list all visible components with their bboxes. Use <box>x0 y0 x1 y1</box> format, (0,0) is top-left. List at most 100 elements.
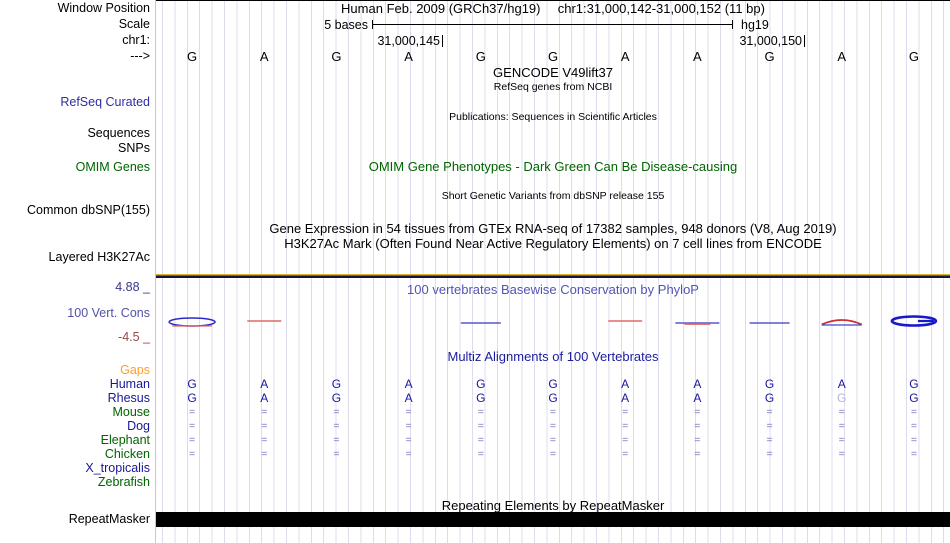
multiz-cell: G <box>331 391 342 405</box>
multiz-cell: A <box>837 377 846 391</box>
multiz-cell: = <box>549 406 557 418</box>
multiz-cell: = <box>549 420 557 432</box>
repeatmasker-element-bar[interactable] <box>156 512 950 527</box>
multiz-cell: = <box>549 434 557 446</box>
multiz-cell: = <box>189 406 196 418</box>
track-label-refseq-curated[interactable]: RefSeq Curated <box>60 95 150 109</box>
track-title-h3k27ac[interactable]: H3K27Ac Mark (Often Found Near Active Re… <box>284 236 822 251</box>
scale-label: Scale <box>118 17 150 31</box>
multiz-cell: = <box>838 406 845 418</box>
conservation-axis-max: 4.88 _ <box>115 280 150 294</box>
reference-base: A <box>259 49 269 64</box>
image-top-border <box>156 0 950 1</box>
track-label-omim-genes[interactable]: OMIM Genes <box>75 160 150 174</box>
track-title-phylop[interactable]: 100 vertebrates Basewise Conservation by… <box>407 282 699 297</box>
multiz-cell: = <box>694 448 701 460</box>
track-title-publications[interactable]: Publications: Sequences in Scientific Ar… <box>449 111 657 123</box>
multiz-cell: A <box>260 391 269 405</box>
reference-base: A <box>620 49 630 64</box>
multiz-cell: = <box>189 420 196 432</box>
left-pink-guideline <box>155 0 156 543</box>
reference-base: G <box>547 49 559 64</box>
multiz-cell: A <box>693 377 702 391</box>
multiz-cell: = <box>477 434 484 446</box>
track-title-refseq[interactable]: RefSeq genes from NCBI <box>493 81 613 93</box>
multiz-species-label-x_tropicalis[interactable]: X_tropicalis <box>85 461 150 475</box>
multiz-cell: = <box>333 434 340 446</box>
multiz-cell: = <box>694 406 701 418</box>
track-title-omim[interactable]: OMIM Gene Phenotypes - Dark Green Can Be… <box>368 159 738 174</box>
multiz-cell: = <box>910 406 917 418</box>
multiz-species-label-gaps[interactable]: Gaps <box>120 363 150 377</box>
track-title-dbsnp[interactable]: Short Genetic Variants from dbSNP releas… <box>441 190 665 202</box>
multiz-cell: = <box>766 448 773 460</box>
track-label-common-dbsnp[interactable]: Common dbSNP(155) <box>27 203 150 217</box>
multiz-cell: = <box>622 406 629 418</box>
multiz-cell: A <box>404 377 413 391</box>
guideline-grid <box>162 0 950 543</box>
multiz-cell: = <box>766 420 773 432</box>
multiz-cell: = <box>333 448 340 460</box>
multiz-cell: G <box>187 391 197 405</box>
assembly-title: Human Feb. 2009 (GRCh37/hg19) <box>341 1 541 16</box>
multiz-species-label-human[interactable]: Human <box>109 377 150 391</box>
multiz-cell: = <box>333 420 340 432</box>
multiz-cell: G <box>476 391 486 405</box>
multiz-species-label-rhesus[interactable]: Rhesus <box>107 391 150 405</box>
track-label-layered-h3k27ac[interactable]: Layered H3K27Ac <box>48 250 150 264</box>
track-label-repeatmasker[interactable]: RepeatMasker <box>68 512 150 526</box>
reference-base: G <box>187 49 198 64</box>
multiz-cell: G <box>476 377 486 391</box>
scale-ruler-tick-left <box>372 20 373 29</box>
multiz-cell: A <box>621 391 630 405</box>
scale-ruler-tick-right <box>732 20 733 29</box>
multiz-cell: = <box>261 420 268 432</box>
h3k27ac-layered-baseline[interactable] <box>156 274 950 278</box>
reference-base: G <box>908 49 919 64</box>
multiz-cell: = <box>838 434 845 446</box>
position-tick-label-2: 31,000,150 <box>739 34 802 48</box>
multiz-cell: = <box>694 420 701 432</box>
multiz-cell: = <box>405 406 412 418</box>
track-label-sequences[interactable]: Sequences <box>87 126 150 140</box>
multiz-cell: A <box>621 377 630 391</box>
conservation-axis-min: -4.5 _ <box>118 330 150 344</box>
assembly-tag: hg19 <box>741 18 769 32</box>
multiz-species-label-elephant[interactable]: Elephant <box>100 433 150 447</box>
multiz-cell: G <box>909 391 919 405</box>
reference-base: G <box>475 49 486 64</box>
reference-base: A <box>404 49 413 64</box>
scale-ruler-line <box>372 24 733 25</box>
multiz-species-label-zebrafish[interactable]: Zebrafish <box>97 475 150 489</box>
track-title-repeatmasker[interactable]: Repeating Elements by RepeatMasker <box>441 498 665 513</box>
track-title-multiz[interactable]: Multiz Alignments of 100 Vertebrates <box>447 349 659 364</box>
multiz-cell: = <box>622 448 629 460</box>
multiz-cell: = <box>477 448 484 460</box>
multiz-species-label-dog[interactable]: Dog <box>127 419 150 433</box>
multiz-cell: = <box>261 448 268 460</box>
scale-bases-text: 5 bases <box>324 18 368 32</box>
reference-base: G <box>764 49 775 64</box>
multiz-cell: A <box>260 377 269 391</box>
reference-base: G <box>331 49 342 64</box>
multiz-cell: = <box>189 448 196 460</box>
track-title-gencode[interactable]: GENCODE V49lift37 <box>493 65 613 80</box>
multiz-cell: = <box>477 406 484 418</box>
position-tick-1 <box>442 35 443 47</box>
reference-base: A <box>693 49 702 64</box>
track-title-gtex[interactable]: Gene Expression in 54 tissues from GTEx … <box>269 221 837 236</box>
track-label-snps[interactable]: SNPs <box>118 141 150 155</box>
position-tick-2 <box>804 35 805 47</box>
multiz-cell: G <box>764 377 775 391</box>
multiz-cell: A <box>404 391 413 405</box>
track-label-100-vert-cons[interactable]: 100 Vert. Cons <box>67 306 150 320</box>
multiz-species-label-mouse[interactable]: Mouse <box>112 405 150 419</box>
strand-arrow: ---> <box>130 49 150 63</box>
multiz-cell: = <box>910 434 917 446</box>
multiz-cell: = <box>405 448 412 460</box>
multiz-species-label-chicken[interactable]: Chicken <box>104 447 150 461</box>
conservation-wiggle <box>168 315 938 327</box>
multiz-cell: G <box>837 391 847 405</box>
multiz-cell: = <box>405 420 412 432</box>
